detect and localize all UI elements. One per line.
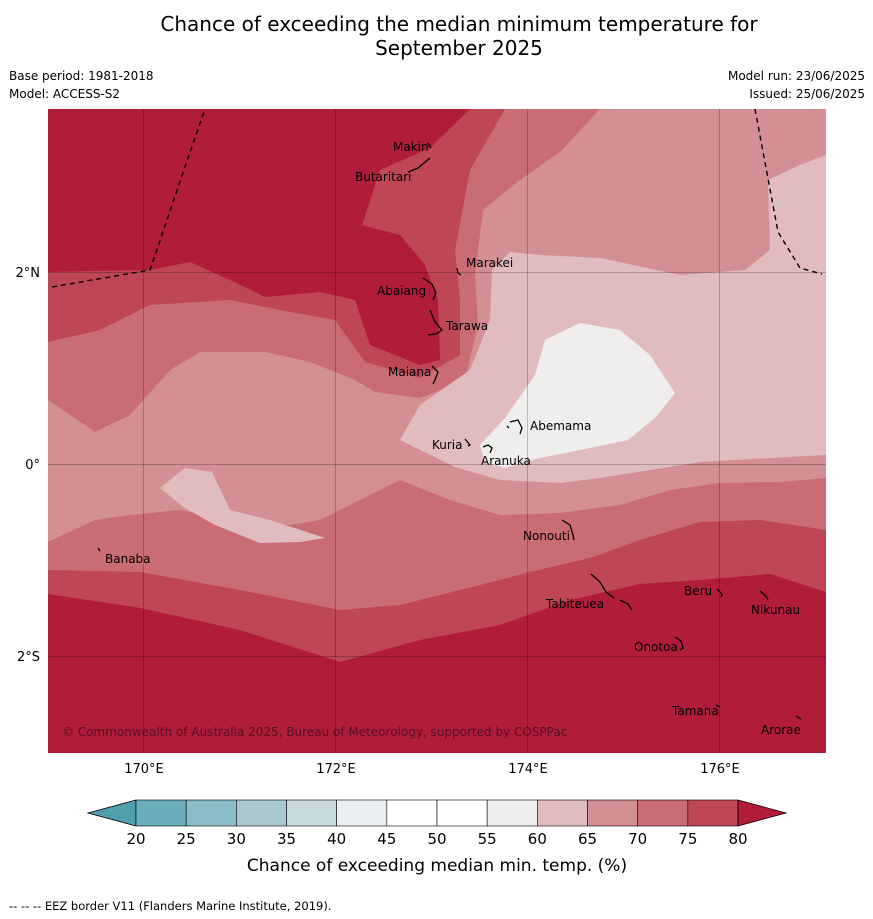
place-label: Nikunau — [751, 603, 800, 617]
place-label: Aranuka — [481, 454, 531, 468]
colorbar-tick-label: 40 — [327, 830, 346, 848]
place-label: Tabiteuea — [545, 597, 604, 611]
colorbar-tick-label: 45 — [377, 830, 396, 848]
island-tarawa — [427, 309, 443, 336]
lon-label: 172°E — [316, 762, 356, 777]
colorbar: 20 25 30 35 40 45 50 55 60 65 70 75 80 Chance of exc… — [86, 799, 788, 876]
colorbar-segment — [637, 799, 689, 827]
place-label: Onotoa — [634, 640, 678, 654]
colorbar-tick-label: 35 — [277, 830, 296, 848]
meta-right: Model run: 23/06/2025 Issued: 25/06/2025 — [728, 67, 865, 103]
colorbar-tick-label: 20 — [126, 830, 145, 848]
island-kuria — [464, 438, 472, 447]
lat-label: 2°S — [17, 650, 40, 665]
colorbar-tick-label: 65 — [578, 830, 597, 848]
place-label: Butaritari — [355, 170, 412, 184]
eez-border-west — [51, 109, 206, 288]
place-label: Beru — [684, 584, 712, 598]
colorbar-segment — [336, 799, 388, 827]
place-label: Makin — [393, 140, 429, 154]
band-60-65 — [400, 155, 826, 483]
island-arorae — [795, 715, 802, 720]
place-label: Tamana — [671, 704, 719, 718]
island-outlines — [97, 142, 802, 720]
colorbar-tick-label: 55 — [478, 830, 497, 848]
island-beru — [716, 588, 723, 598]
colorbar-tick-label: 50 — [427, 830, 446, 848]
place-label: Marakei — [466, 256, 513, 270]
island-abemama — [506, 419, 523, 435]
colorbar-tick-label: 25 — [177, 830, 196, 848]
colorbar-over-arrow — [737, 799, 788, 827]
place-label: Nonouti — [523, 529, 570, 543]
place-label: Abaiang — [377, 284, 426, 298]
lat-axis-labels: 2°N 0° 2°S — [16, 266, 41, 665]
lon-label: 174°E — [508, 762, 548, 777]
band-60-65-west — [160, 468, 325, 543]
colorbar-label: Chance of exceeding median min. temp. (%… — [247, 856, 627, 876]
colorbar-tick-label: 70 — [628, 830, 647, 848]
colorbar-segment — [386, 799, 438, 827]
map-area: Makin Butaritari Marakei Abaiang Tarawa … — [48, 109, 826, 753]
colorbar-segment — [537, 799, 588, 827]
colorbar-tick-labels: 20 25 30 35 40 45 50 55 60 65 70 75 80 — [126, 830, 747, 848]
lon-label: 176°E — [700, 762, 740, 777]
colorbar-tick-label: 30 — [227, 830, 246, 848]
island-nonouti — [561, 519, 575, 541]
grid-lines — [48, 109, 826, 753]
colorbar-segment — [236, 799, 287, 827]
title-line-2: September 2025 — [375, 36, 543, 60]
lat-label: 2°N — [16, 266, 41, 281]
island-nikunau — [759, 590, 769, 601]
island-aranuka — [482, 444, 493, 454]
base-period: Base period: 1981-2018 — [9, 69, 154, 83]
colorbar-segment — [135, 799, 187, 827]
colorbar-tick-label: 60 — [528, 830, 547, 848]
colorbar-segment — [687, 799, 739, 827]
place-label: Abemama — [530, 419, 591, 433]
colorbar-segment — [185, 799, 237, 827]
model-name: Model: ACCESS-S2 — [9, 87, 121, 101]
colorbar-tick-label: 75 — [678, 830, 697, 848]
island-banaba — [97, 547, 101, 552]
eez-border-east — [754, 109, 823, 275]
colorbar-segment — [486, 799, 538, 827]
band-55-60 — [480, 323, 675, 468]
colorbar-under-arrow — [86, 799, 137, 827]
colorbar-tick-label: 80 — [728, 830, 747, 848]
lon-label: 170°E — [124, 762, 164, 777]
island-marakei — [456, 267, 462, 276]
island-tabiteuea — [590, 573, 633, 611]
model-run: Model run: 23/06/2025 — [727, 69, 865, 83]
issued-date: Issued: 25/06/2025 — [749, 87, 865, 101]
island-butaritari — [407, 157, 431, 173]
place-label: Tarawa — [445, 319, 488, 333]
lat-label: 0° — [25, 458, 40, 473]
colorbar-segments — [135, 799, 739, 827]
colorbar-segment — [436, 799, 488, 827]
place-label: Kuria — [432, 438, 463, 452]
island-onotoa — [674, 636, 684, 651]
map-title: Chance of exceeding the median minimum t… — [0, 12, 873, 60]
lon-axis-labels: 170°E 172°E 174°E 176°E — [124, 762, 740, 777]
meta-left: Base period: 1981-2018 Model: ACCESS-S2 — [9, 67, 154, 103]
island-maiana — [431, 365, 439, 385]
place-labels: Makin Butaritari Marakei Abaiang Tarawa … — [105, 140, 801, 737]
colorbar-segment — [587, 799, 638, 827]
place-label: Arorae — [761, 723, 801, 737]
island-abaiang — [422, 277, 437, 301]
island-tamana — [715, 704, 721, 708]
island-makin — [427, 142, 432, 149]
copyright-notice: © Commonwealth of Australia 2025, Bureau… — [62, 725, 567, 739]
colorbar-segment — [286, 799, 337, 827]
eez-borders — [51, 109, 823, 288]
eez-footnote: -- -- -- EEZ border V11 (Flanders Marine… — [9, 899, 332, 913]
place-label: Maiana — [388, 365, 431, 379]
title-line-1: Chance of exceeding the median minimum t… — [160, 12, 758, 36]
place-label: Banaba — [105, 552, 151, 566]
